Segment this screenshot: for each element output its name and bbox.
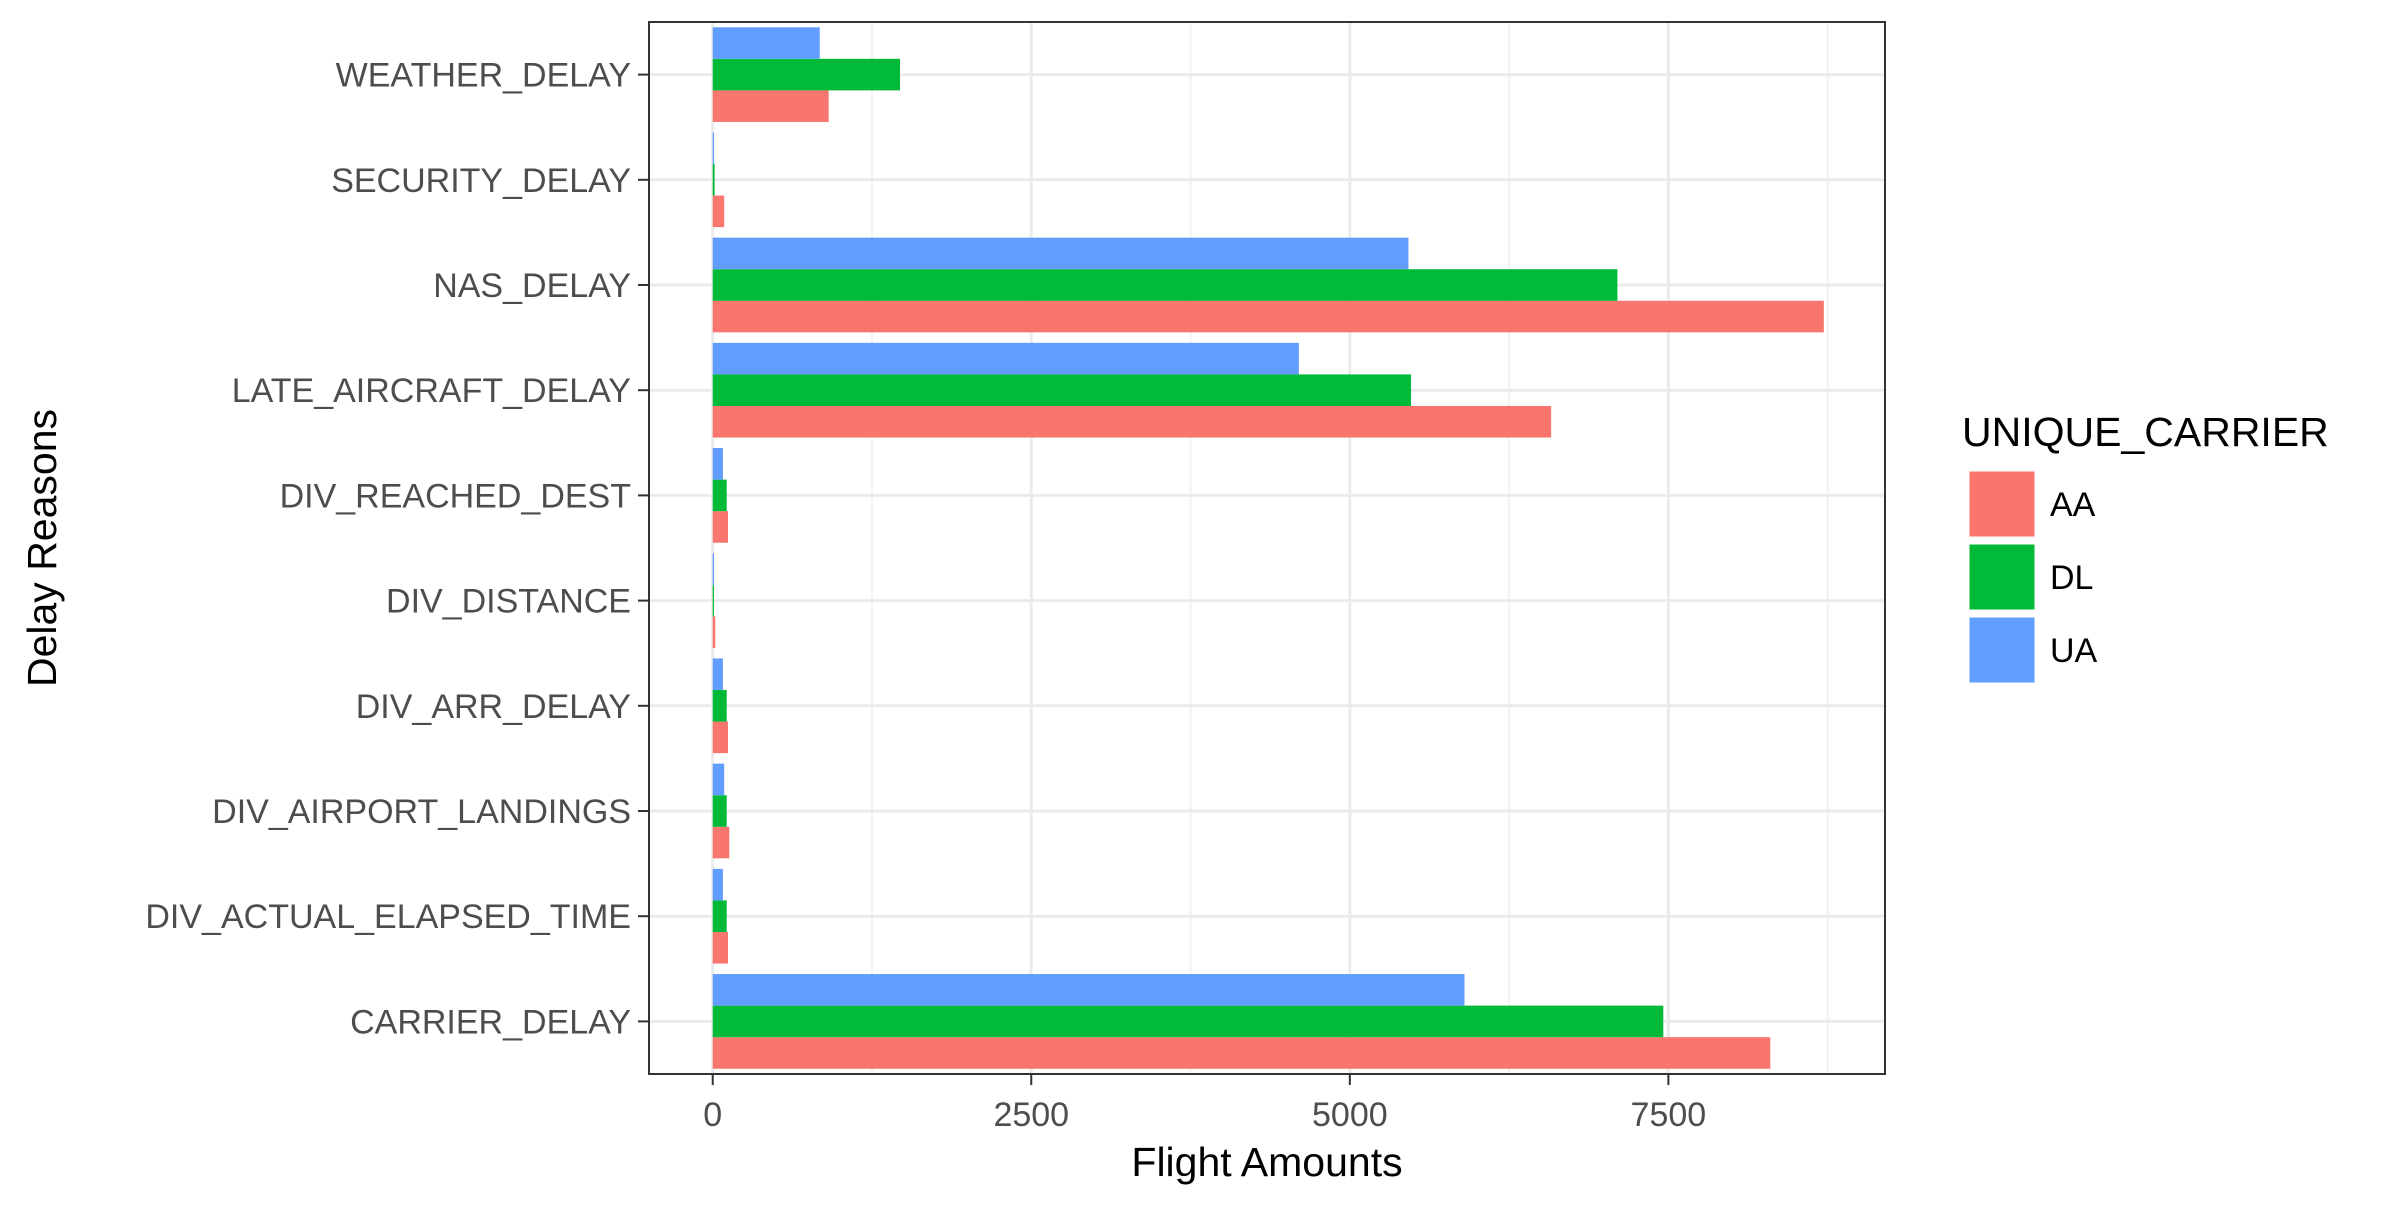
y-tick-label: SECURITY_DELAY	[331, 162, 631, 200]
y-tick-label: DIV_ACTUAL_ELAPSED_TIME	[145, 898, 631, 936]
bar-aa-nas-delay	[712, 300, 1824, 333]
y-tick-label: WEATHER_DELAY	[336, 57, 631, 95]
y-tick-label: DIV_AIRPORT_LANDINGS	[212, 793, 631, 831]
bar-dl-late-aircraft-delay	[712, 374, 1411, 406]
bar-dl-div-airport-landings	[712, 795, 727, 827]
x-tick-label: 5000	[1312, 1096, 1388, 1134]
x-tick-label: 7500	[1631, 1096, 1707, 1134]
bar-dl-div-actual-elapsed-time	[712, 900, 727, 932]
y-tick-label: DIV_DISTANCE	[386, 583, 631, 621]
legend-keys: AA DL UA	[1966, 468, 2098, 686]
legend: UNIQUE_CARRIER AA DL UA	[1962, 409, 2329, 686]
y-tick-label: DIV_ARR_DELAY	[356, 688, 631, 726]
y-tick-label: CARRIER_DELAY	[350, 1003, 631, 1041]
plot-panel-border	[648, 21, 1886, 1075]
bar-aa-carrier-delay	[712, 1037, 1771, 1069]
x-axis: 0 2500 5000 7500	[703, 1074, 1706, 1134]
bar-aa-div-airport-landings	[712, 826, 730, 859]
plot-panel-background	[649, 22, 1885, 1074]
bar-aa-div-reached-dest	[712, 511, 729, 543]
bar-dl-security-delay	[712, 164, 715, 196]
legend-key-aa	[1966, 468, 2038, 540]
bar-dl-weather-delay	[712, 58, 901, 91]
bar-ua-div-actual-elapsed-time	[712, 868, 723, 901]
bar-aa-div-arr-delay	[712, 721, 729, 754]
bar-aa-late-aircraft-delay	[712, 405, 1552, 438]
y-tick-label: LATE_AIRCRAFT_DELAY	[232, 372, 631, 410]
bar-aa-div-actual-elapsed-time	[712, 931, 729, 964]
y-tick-label: NAS_DELAY	[433, 267, 631, 305]
bar-aa-div-distance	[712, 616, 716, 648]
bar-dl-div-distance	[712, 584, 714, 617]
legend-key-dl	[1966, 541, 2038, 613]
legend-title: UNIQUE_CARRIER	[1962, 409, 2329, 455]
bar-dl-carrier-delay	[712, 1005, 1664, 1038]
x-tick-label: 0	[703, 1096, 722, 1134]
y-tick-label: DIV_REACHED_DEST	[280, 477, 631, 515]
bar-dl-div-reached-dest	[712, 479, 727, 512]
y-axis-title: Delay Reasons	[19, 409, 65, 687]
bar-ua-div-airport-landings	[712, 763, 725, 796]
bars-layer	[712, 27, 1824, 1069]
legend-key-ua	[1966, 614, 2038, 686]
bar-aa-weather-delay	[712, 90, 829, 122]
bar-dl-nas-delay	[712, 269, 1618, 301]
bar-ua-div-distance	[712, 553, 714, 585]
bar-ua-late-aircraft-delay	[712, 342, 1299, 375]
bar-dl-div-arr-delay	[712, 690, 727, 722]
bar-ua-carrier-delay	[712, 974, 1465, 1006]
legend-label-ua: UA	[2050, 632, 2098, 670]
bar-ua-div-arr-delay	[712, 658, 723, 691]
bar-ua-weather-delay	[712, 27, 820, 59]
legend-label-dl: DL	[2050, 559, 2093, 597]
x-tick-label: 2500	[993, 1096, 1069, 1134]
bar-ua-div-reached-dest	[712, 448, 723, 480]
bar-ua-security-delay	[712, 132, 714, 165]
bar-ua-nas-delay	[712, 237, 1409, 270]
y-axis: CARRIER_DELAY DIV_ACTUAL_ELAPSED_TIME DIV_…	[145, 57, 649, 1041]
x-axis-title: Flight Amounts	[1131, 1139, 1402, 1185]
bar-aa-security-delay	[712, 195, 725, 228]
legend-label-aa: AA	[2050, 486, 2096, 524]
